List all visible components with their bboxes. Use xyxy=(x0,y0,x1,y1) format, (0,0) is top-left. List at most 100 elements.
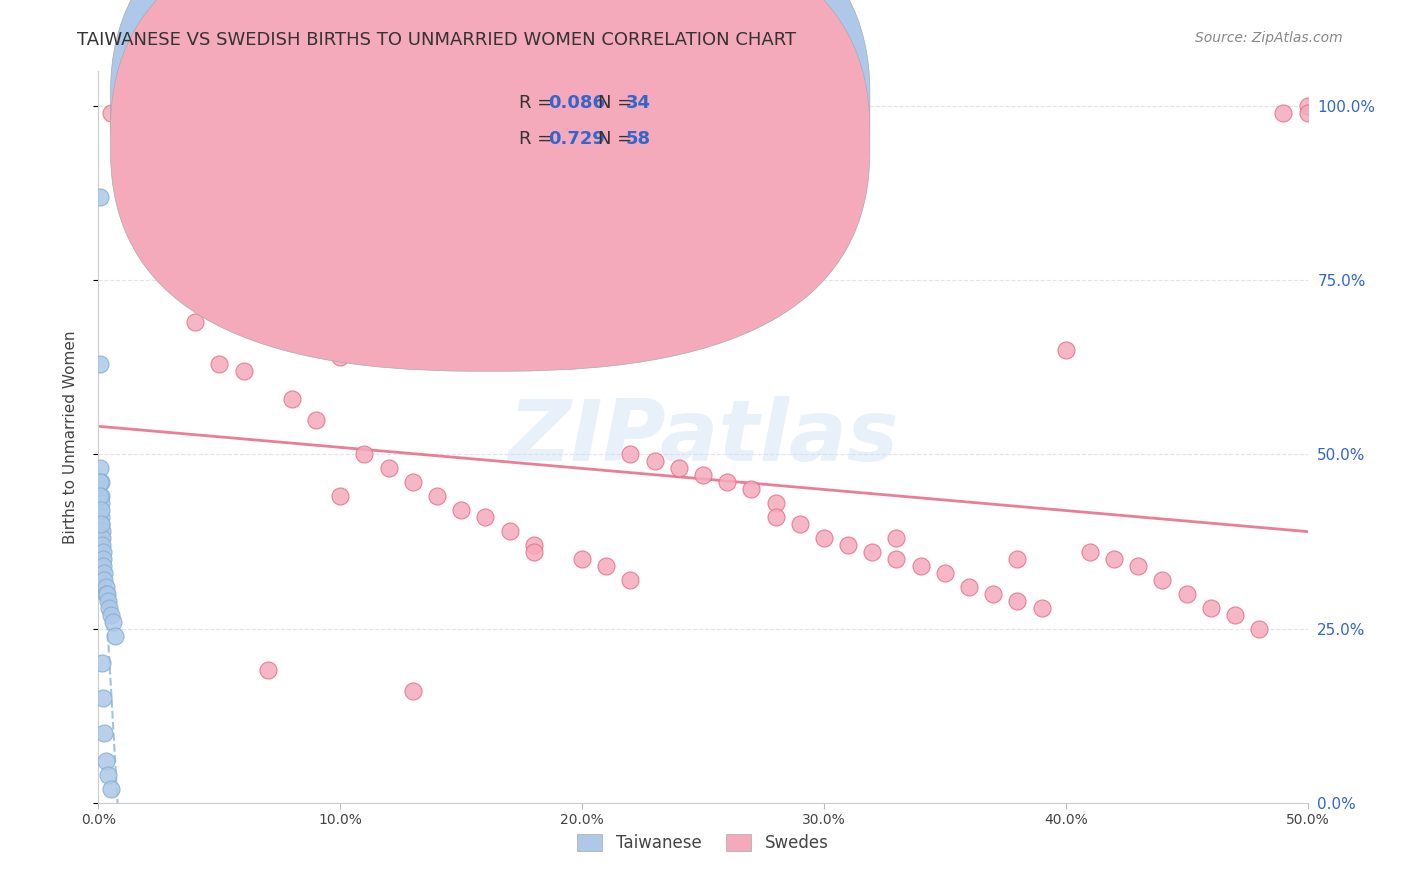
Point xyxy=(89,190,111,204)
Point xyxy=(1152,573,1174,587)
Text: 34: 34 xyxy=(626,94,651,112)
Point xyxy=(281,392,304,406)
Point xyxy=(402,475,425,490)
Point xyxy=(208,357,231,371)
Point xyxy=(91,545,114,559)
Point xyxy=(716,475,738,490)
Point xyxy=(89,489,111,503)
Point xyxy=(90,510,112,524)
Point xyxy=(644,454,666,468)
Point xyxy=(692,468,714,483)
Point xyxy=(1102,552,1125,566)
Point xyxy=(523,538,546,552)
Text: 0.086: 0.086 xyxy=(548,94,605,112)
Point xyxy=(1007,552,1029,566)
Point xyxy=(765,510,787,524)
Point xyxy=(523,545,546,559)
Text: ZIPatlas: ZIPatlas xyxy=(508,395,898,479)
Point xyxy=(329,489,352,503)
Point xyxy=(100,607,122,622)
Point xyxy=(1175,587,1198,601)
Point xyxy=(232,364,254,378)
Text: Source: ZipAtlas.com: Source: ZipAtlas.com xyxy=(1195,31,1343,45)
Point xyxy=(329,350,352,364)
Point xyxy=(97,768,120,782)
Point xyxy=(474,510,496,524)
Point xyxy=(101,615,124,629)
Text: N =: N = xyxy=(598,94,638,112)
Text: R =: R = xyxy=(519,130,558,148)
Point xyxy=(91,558,114,573)
Point xyxy=(97,594,120,608)
Point xyxy=(1031,600,1053,615)
Point xyxy=(377,461,399,475)
FancyBboxPatch shape xyxy=(111,0,870,371)
Text: R =: R = xyxy=(519,94,558,112)
Point xyxy=(90,517,112,532)
Point xyxy=(91,657,114,671)
Point xyxy=(813,531,835,545)
Point xyxy=(94,587,117,601)
Point xyxy=(619,573,641,587)
Point xyxy=(100,106,122,120)
Point xyxy=(934,566,956,580)
Point xyxy=(353,448,375,462)
FancyBboxPatch shape xyxy=(456,82,776,167)
Point xyxy=(93,573,115,587)
Point xyxy=(1272,106,1295,120)
Point xyxy=(1296,106,1319,120)
Point xyxy=(837,538,859,552)
Point xyxy=(90,517,112,532)
Point xyxy=(104,629,127,643)
Point xyxy=(595,558,617,573)
Point xyxy=(1296,99,1319,113)
Point xyxy=(910,558,932,573)
Point xyxy=(94,580,117,594)
Point xyxy=(886,552,908,566)
Point xyxy=(1054,343,1077,357)
Point xyxy=(135,211,157,225)
Point xyxy=(184,315,207,329)
Point xyxy=(619,448,641,462)
Point xyxy=(100,781,122,796)
Point xyxy=(1223,607,1246,622)
FancyBboxPatch shape xyxy=(111,0,870,334)
Point xyxy=(1249,622,1271,636)
Point xyxy=(981,587,1004,601)
Point xyxy=(91,538,114,552)
Point xyxy=(498,524,520,538)
Point xyxy=(860,545,883,559)
Point xyxy=(1078,545,1101,559)
Point xyxy=(90,503,112,517)
Point xyxy=(93,566,115,580)
Point xyxy=(305,412,328,426)
Point xyxy=(402,684,425,698)
Point xyxy=(160,260,183,274)
Point xyxy=(1128,558,1150,573)
Point xyxy=(89,475,111,490)
Point xyxy=(89,461,111,475)
Y-axis label: Births to Unmarried Women: Births to Unmarried Women xyxy=(63,330,77,544)
Point xyxy=(426,489,449,503)
Point xyxy=(1199,600,1222,615)
Text: 58: 58 xyxy=(626,130,651,148)
Point xyxy=(256,294,278,309)
Point xyxy=(91,531,114,545)
Point xyxy=(571,552,593,566)
Text: 0.729: 0.729 xyxy=(548,130,605,148)
Text: N =: N = xyxy=(598,130,638,148)
Point xyxy=(765,496,787,510)
Point xyxy=(90,475,112,490)
Point xyxy=(740,483,762,497)
Legend: Taiwanese, Swedes: Taiwanese, Swedes xyxy=(569,825,837,860)
Point xyxy=(96,587,118,601)
Point xyxy=(90,489,112,503)
Point xyxy=(94,754,117,768)
Point xyxy=(450,503,472,517)
Text: TAIWANESE VS SWEDISH BIRTHS TO UNMARRIED WOMEN CORRELATION CHART: TAIWANESE VS SWEDISH BIRTHS TO UNMARRIED… xyxy=(77,31,796,49)
Point xyxy=(91,552,114,566)
Point xyxy=(89,357,111,371)
Point xyxy=(90,524,112,538)
Point xyxy=(93,726,115,740)
Point xyxy=(98,600,121,615)
